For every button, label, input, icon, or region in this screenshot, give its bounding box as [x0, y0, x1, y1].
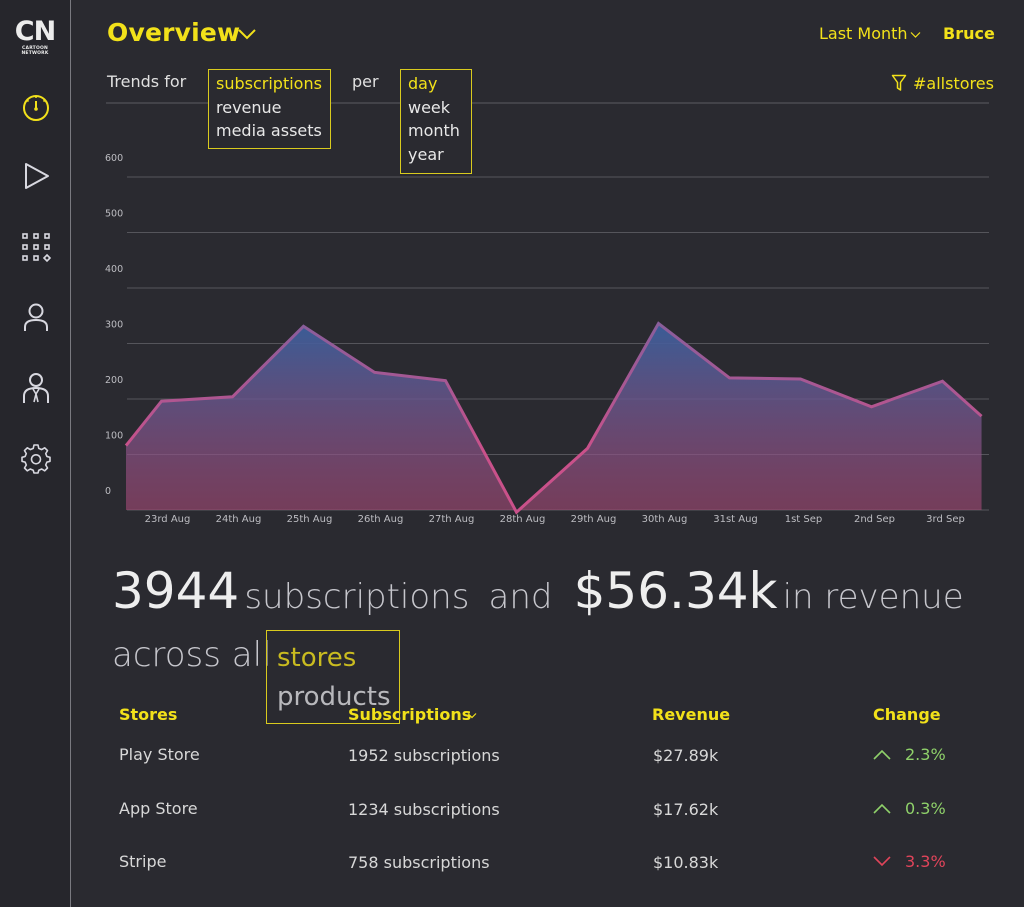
summary-totals: 3944 subscriptions and $56.34k in revenu… — [112, 562, 964, 620]
column-header-stores[interactable]: Stores — [119, 705, 178, 724]
granularity-option[interactable]: month — [408, 121, 460, 140]
period-dropdown[interactable]: Last Month — [819, 24, 908, 43]
sidebar-item-media[interactable] — [18, 158, 54, 194]
chevron-down-icon[interactable] — [467, 712, 477, 719]
x-tick-label: 1st Sep — [785, 514, 823, 525]
sidebar-item-profile[interactable] — [18, 299, 54, 335]
grid-icon — [22, 233, 52, 263]
y-tick-label: 500 — [105, 209, 123, 220]
change-value: 2.3% — [905, 745, 946, 764]
store-change: 2.3% — [873, 745, 946, 764]
series-line — [124, 321, 983, 515]
logo-letters: CN — [14, 16, 56, 47]
granularity-option[interactable]: year — [408, 144, 444, 164]
change-value: 3.3% — [905, 852, 946, 871]
x-tick-label: 2nd Sep — [854, 514, 895, 525]
store-change: 0.3% — [873, 799, 946, 818]
metric-selector[interactable]: subscriptions revenue media assets — [208, 69, 331, 149]
sidebar-item-apps[interactable] — [18, 229, 54, 265]
sidebar-item-users[interactable] — [18, 370, 54, 406]
store-revenue: $10.83k — [653, 853, 719, 872]
filter-icon — [891, 74, 907, 91]
series-area — [126, 323, 982, 513]
trend-down-icon — [873, 856, 891, 867]
filter-label: #allstores — [913, 73, 994, 93]
scope-option[interactable]: products — [277, 682, 391, 712]
granularity-option[interactable]: day — [408, 74, 438, 93]
metric-option[interactable]: media assets — [216, 121, 322, 140]
column-header-revenue[interactable]: Revenue — [652, 705, 731, 724]
trend-up-icon — [873, 749, 891, 760]
across-text: across all — [112, 635, 272, 675]
y-tick-label: 100 — [105, 431, 123, 442]
store-subscriptions: 1234 subscriptions — [348, 800, 500, 819]
trend-up-icon — [873, 803, 891, 814]
store-change: 3.3% — [873, 852, 946, 871]
dashboard-icon — [23, 95, 49, 121]
y-tick-label: 0 — [105, 486, 111, 497]
metric-option[interactable]: revenue — [216, 97, 282, 117]
store-revenue: $17.62k — [653, 800, 719, 819]
subscriptions-total: 3944 — [112, 562, 240, 620]
granularity-selector[interactable]: day week month year — [400, 69, 472, 174]
x-tick-label: 31st Aug — [713, 514, 758, 525]
sidebar-item-settings[interactable] — [18, 440, 54, 476]
subscriptions-area-chart: 0 100 200 300 400 500 600 23rd Aug 24th Aug 25th … — [105, 102, 989, 525]
column-header-change[interactable]: Change — [873, 705, 941, 724]
revenue-text: in revenue — [782, 577, 964, 617]
sidebar: CN CARTOON NETWORK — [0, 0, 71, 907]
store-filter[interactable]: #allstores — [891, 72, 994, 94]
store-name: Play Store — [119, 745, 200, 764]
store-name: App Store — [119, 799, 198, 818]
summary-scope: across all — [112, 635, 272, 675]
x-tick-label: 29th Aug — [571, 514, 617, 525]
user-name[interactable]: Bruce — [943, 24, 995, 43]
subscriptions-text: subscriptions — [244, 577, 470, 617]
x-tick-label: 28th Aug — [500, 514, 546, 525]
and-text: and — [488, 577, 553, 617]
logo-subtitle: CARTOON NETWORK — [21, 46, 49, 56]
x-tick-label: 27th Aug — [429, 514, 475, 525]
trends-label: Trends for — [107, 72, 187, 91]
metric-option[interactable]: subscriptions — [216, 74, 322, 93]
column-header-subscriptions[interactable]: Subscriptions — [348, 705, 472, 724]
granularity-option[interactable]: week — [408, 97, 451, 117]
chevron-down-icon[interactable] — [237, 27, 257, 41]
revenue-total: $56.34k — [573, 562, 778, 620]
scope-option[interactable]: stores — [277, 643, 357, 673]
y-tick-label: 300 — [105, 320, 123, 331]
store-revenue: $27.89k — [653, 746, 719, 765]
x-tick-label: 30th Aug — [642, 514, 688, 525]
y-tick-label: 200 — [105, 375, 123, 386]
page-title[interactable]: Overview — [107, 18, 241, 47]
gear-icon — [21, 444, 51, 474]
x-tick-label: 25th Aug — [287, 514, 333, 525]
x-tick-label: 26th Aug — [358, 514, 404, 525]
store-subscriptions: 1952 subscriptions — [348, 746, 500, 765]
x-tick-label: 3rd Sep — [926, 514, 965, 525]
per-label: per — [352, 72, 379, 91]
y-tick-label: 600 — [105, 153, 123, 164]
x-tick-label: 24th Aug — [216, 514, 262, 525]
play-icon — [25, 163, 49, 189]
brand-logo[interactable]: CN CARTOON NETWORK — [10, 16, 60, 57]
store-subscriptions: 758 subscriptions — [348, 853, 490, 872]
change-value: 0.3% — [905, 799, 946, 818]
store-name: Stripe — [119, 852, 167, 871]
x-tick-label: 23rd Aug — [145, 514, 191, 525]
user-icon — [24, 303, 48, 331]
y-tick-label: 400 — [105, 264, 123, 275]
team-icon — [23, 373, 49, 403]
scope-selector[interactable]: stores products — [266, 630, 400, 724]
chevron-down-icon[interactable] — [910, 31, 921, 39]
sidebar-item-dashboard[interactable] — [18, 89, 54, 125]
